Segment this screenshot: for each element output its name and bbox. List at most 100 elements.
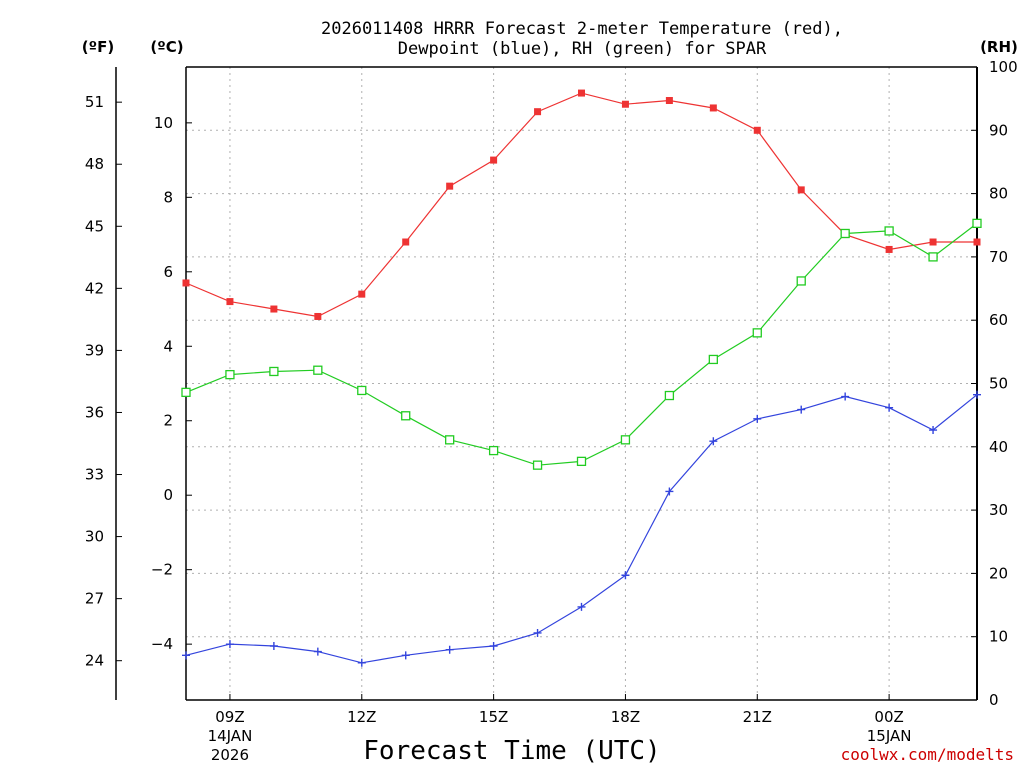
rh-tick-label-60: 60 <box>989 311 1008 329</box>
rh-tick-label-20: 20 <box>989 564 1008 582</box>
dewpoint-point-08Z <box>182 651 190 660</box>
x-tick-label-15Z: 15Z <box>479 708 508 726</box>
fahrenheit-unit-label: (ºF) <box>82 38 114 56</box>
rh-point-09Z <box>225 369 235 380</box>
dewpoint-point-23Z <box>841 392 850 401</box>
fahrenheit-tick-label-36: 36 <box>85 403 104 421</box>
dewpoint-point-10Z <box>269 642 278 651</box>
rh-point-15Z <box>488 445 499 456</box>
rh-tick-label-90: 90 <box>989 121 1008 139</box>
rh-point-11Z <box>313 365 323 375</box>
fahrenheit-tick-label-42: 42 <box>85 279 104 297</box>
dewpoint-point-00Z <box>885 403 894 412</box>
x-tick-label-18Z: 18Z <box>611 708 640 726</box>
temperature-point-12Z <box>358 290 366 298</box>
dewpoint-point-12Z <box>357 658 366 667</box>
rh-tick-label-80: 80 <box>989 185 1008 203</box>
fahrenheit-tick-label-30: 30 <box>85 528 104 546</box>
dewpoint-line <box>185 394 978 664</box>
temperature-point-21Z <box>753 126 761 134</box>
rh-tick-label-50: 50 <box>989 375 1008 393</box>
temperature-point-11Z <box>314 312 322 320</box>
rh-point-23Z <box>840 228 850 239</box>
celsius-unit-label: (ºC) <box>150 38 183 56</box>
rh-point-14Z <box>445 435 455 445</box>
x-tick-year-09Z: 2026 <box>211 746 249 764</box>
rh-point-17Z <box>576 456 587 467</box>
celsius-tick-label--2: −2 <box>151 561 173 579</box>
temperature-point-19Z <box>665 97 673 105</box>
dewpoint-point-19Z <box>665 487 674 496</box>
x-tick-label-00Z: 00Z <box>874 708 903 726</box>
temperature-point-09Z <box>226 298 234 306</box>
rh-point-08Z <box>181 387 191 398</box>
rh-point-12Z <box>357 385 367 396</box>
x-tick-label-12Z: 12Z <box>347 708 376 726</box>
temperature-point-22Z <box>797 186 805 194</box>
rh-tick-label-100: 100 <box>989 58 1018 76</box>
dewpoint-point-11Z <box>313 647 322 656</box>
dewpoint-point-02Z <box>973 390 981 399</box>
chart-title-line2: Dewpoint (blue), RH (green) for SPAR <box>398 39 767 59</box>
rh-line <box>185 222 978 466</box>
rh-point-02Z <box>972 218 982 229</box>
rh-unit-label: (RH) <box>980 38 1018 56</box>
dewpoint-point-16Z <box>533 628 542 637</box>
temperature-point-13Z <box>402 238 410 246</box>
dewpoint-point-20Z <box>709 437 718 446</box>
fahrenheit-tick-label-48: 48 <box>85 155 104 173</box>
x-tick-date-00Z: 15JAN <box>867 727 912 745</box>
rh-point-01Z <box>928 252 938 262</box>
rh-point-21Z <box>752 328 762 338</box>
fahrenheit-tick-label-33: 33 <box>85 466 104 484</box>
rh-point-10Z <box>269 366 279 377</box>
fahrenheit-tick-label-39: 39 <box>85 341 104 359</box>
x-axis-title: Forecast Time (UTC) <box>363 736 660 766</box>
temperature-point-18Z <box>621 100 629 108</box>
temperature-point-16Z <box>534 108 542 116</box>
rh-point-19Z <box>664 390 675 401</box>
x-tick-label-21Z: 21Z <box>743 708 772 726</box>
temperature-line <box>185 92 977 318</box>
credit-text: coolwx.com/modelts <box>841 745 1014 764</box>
temperature-point-20Z <box>709 104 717 112</box>
rh-tick-label-30: 30 <box>989 501 1008 519</box>
celsius-tick-label-0: 0 <box>163 486 173 504</box>
celsius-tick-label-6: 6 <box>163 263 173 281</box>
rh-point-20Z <box>708 354 718 365</box>
dewpoint-point-17Z <box>577 602 586 611</box>
celsius-tick-label--4: −4 <box>151 635 173 653</box>
rh-tick-label-40: 40 <box>989 438 1008 456</box>
temperature-point-14Z <box>446 182 454 190</box>
rh-tick-label-0: 0 <box>989 691 999 709</box>
temperature-point-15Z <box>490 156 498 164</box>
celsius-tick-label-10: 10 <box>154 114 173 132</box>
x-tick-date-09Z: 14JAN <box>208 727 253 745</box>
dewpoint-point-22Z <box>797 405 806 414</box>
dewpoint-point-13Z <box>401 651 410 660</box>
celsius-tick-label-4: 4 <box>163 337 173 355</box>
temperature-point-08Z <box>182 279 190 287</box>
rh-point-22Z <box>796 276 806 286</box>
rh-point-18Z <box>620 435 631 445</box>
temperature-point-01Z <box>929 238 937 246</box>
dewpoint-point-09Z <box>225 640 234 649</box>
temperature-point-02Z <box>973 238 981 246</box>
axes-layer: 24273033363942454851−4−20246810010203040… <box>85 58 1018 764</box>
dewpoint-point-15Z <box>489 642 498 651</box>
rh-point-13Z <box>401 411 411 421</box>
fahrenheit-tick-label-24: 24 <box>85 652 104 670</box>
fahrenheit-tick-label-27: 27 <box>85 590 104 608</box>
temperature-point-00Z <box>885 245 893 253</box>
rh-tick-label-70: 70 <box>989 248 1008 266</box>
celsius-tick-label-8: 8 <box>163 188 173 206</box>
fahrenheit-tick-label-51: 51 <box>85 93 104 111</box>
rh-point-16Z <box>532 460 543 470</box>
dewpoint-point-01Z <box>929 426 938 435</box>
dewpoint-point-18Z <box>621 571 630 580</box>
chart-title-line1: 2026011408 HRRR Forecast 2-meter Tempera… <box>321 19 843 39</box>
dewpoint-point-21Z <box>753 414 762 423</box>
x-tick-label-09Z: 09Z <box>215 708 244 726</box>
series-layer <box>181 89 982 667</box>
